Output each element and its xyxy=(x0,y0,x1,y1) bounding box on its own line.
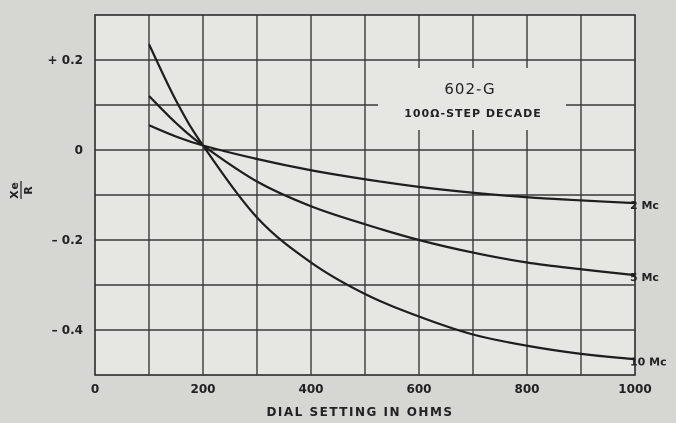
x-axis-label: DIAL SETTING IN OHMS xyxy=(266,405,453,419)
y-tick-labels: + 0.2 0 – 0.2 – 0.4 xyxy=(48,53,84,337)
x-tick-label: 600 xyxy=(406,382,431,396)
series-labels: 2 Mc 5 Mc 10 Mc xyxy=(630,199,667,368)
x-tick-label: 0 xyxy=(91,382,99,396)
x-tick-labels: 0 200 400 600 800 1000 xyxy=(91,382,652,396)
curves xyxy=(148,43,636,361)
series-line-5-mc xyxy=(148,95,636,277)
series-label-5-mc: 5 Mc xyxy=(630,271,659,284)
y-tick-label: 0 xyxy=(75,143,83,157)
series-line-10-mc xyxy=(148,43,636,361)
y-tick-label: + 0.2 xyxy=(48,53,84,67)
x-tick-label: 1000 xyxy=(618,382,651,396)
chart-subtitle: 100Ω-STEP DECADE xyxy=(404,107,542,120)
y-tick-label: – 0.2 xyxy=(52,233,83,247)
series-label-2-mc: 2 Mc xyxy=(630,199,659,212)
series-label-10-mc: 10 Mc xyxy=(630,355,667,368)
y-axis-label-top: Xe xyxy=(8,181,21,199)
x-tick-label: 400 xyxy=(298,382,323,396)
y-axis-label-bottom: R xyxy=(22,185,35,194)
series-line-2-mc xyxy=(148,124,636,205)
y-tick-label: – 0.4 xyxy=(52,323,83,337)
x-tick-label: 800 xyxy=(514,382,539,396)
x-tick-label: 200 xyxy=(190,382,215,396)
chart-title: 602-G xyxy=(444,80,495,98)
title-box xyxy=(378,68,566,130)
grid xyxy=(95,15,635,375)
